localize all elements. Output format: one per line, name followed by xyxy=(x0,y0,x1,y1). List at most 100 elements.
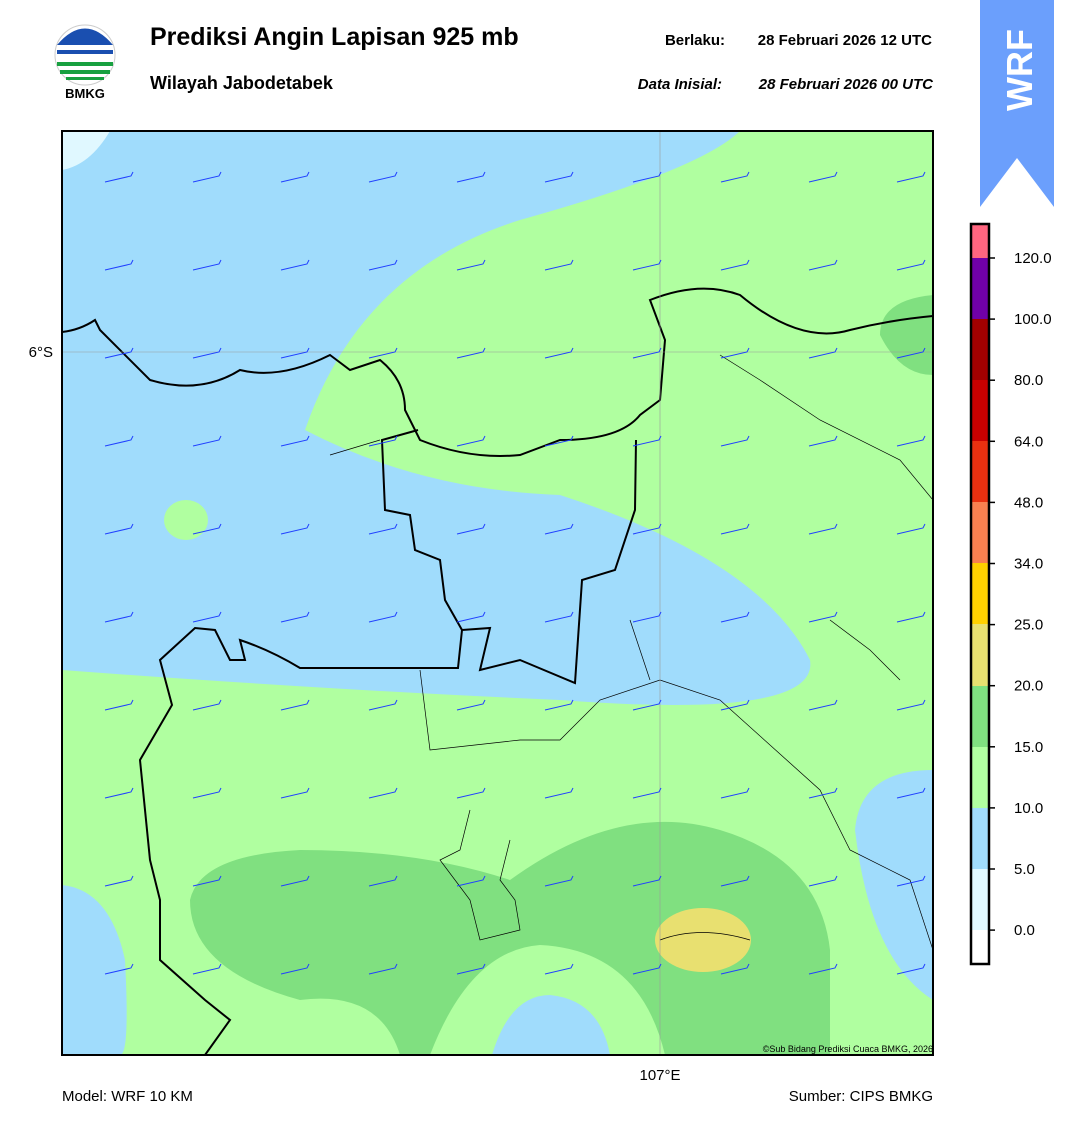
wind-barb xyxy=(808,523,838,535)
wind-barb xyxy=(368,787,398,799)
copyright: ©Sub Bidang Prediksi Cuaca BMKG, 2026 xyxy=(763,1044,933,1054)
wind-barb xyxy=(368,523,398,535)
wind-barb xyxy=(280,435,310,447)
wind-barb xyxy=(192,435,222,447)
colorbar-swatch xyxy=(971,224,989,258)
wind-barb xyxy=(544,347,574,359)
wind-barb xyxy=(456,875,486,887)
wind-barb xyxy=(456,171,486,183)
init-time: 28 Februari 2026 00 UTC xyxy=(758,76,934,93)
wind-barb xyxy=(544,611,574,623)
wind-barb xyxy=(368,435,398,447)
wind-barb xyxy=(632,963,662,975)
wind-barb xyxy=(896,875,926,887)
wind-barb xyxy=(192,611,222,623)
wind-barb xyxy=(720,963,750,975)
wind-barb xyxy=(368,259,398,271)
wind-barb xyxy=(808,171,838,183)
wind-barb xyxy=(368,347,398,359)
wind-barb xyxy=(808,347,838,359)
wind-barb xyxy=(632,347,662,359)
colorbar-swatch xyxy=(971,563,989,624)
wind-barb xyxy=(280,347,310,359)
wind-barb xyxy=(368,963,398,975)
colorbar-swatch xyxy=(971,869,989,930)
title: Prediksi Angin Lapisan 925 mb xyxy=(150,23,519,51)
model: Model: WRF 10 KM xyxy=(62,1088,193,1105)
wind-barb xyxy=(192,259,222,271)
logo: BMKG xyxy=(54,24,116,101)
wind-barb xyxy=(720,611,750,623)
colorbar-label: 48.0 xyxy=(1014,494,1043,511)
wind-barb xyxy=(280,259,310,271)
wind-barb xyxy=(544,963,574,975)
colorbar-label: 34.0 xyxy=(1014,556,1043,573)
wind-barb xyxy=(368,699,398,711)
map: ©Sub Bidang Prediksi Cuaca BMKG, 2026 xyxy=(62,131,933,1055)
badge xyxy=(980,0,1054,207)
wind-barb xyxy=(544,435,574,447)
wind-barb xyxy=(808,787,838,799)
colorbar-swatch xyxy=(971,686,989,747)
wind-barb xyxy=(896,611,926,623)
colorbar-label: 120.0 xyxy=(1014,250,1052,267)
wind-barb xyxy=(192,963,222,975)
wind-barb xyxy=(104,611,134,623)
colorbar-label: 64.0 xyxy=(1014,433,1043,450)
colorbar-swatch xyxy=(971,747,989,808)
wind-barb xyxy=(896,171,926,183)
valid-time: 28 Februari 2026 12 UTC xyxy=(758,32,932,49)
colorbar-label: 20.0 xyxy=(1014,678,1043,695)
wind-barb xyxy=(896,963,926,975)
colorbar-swatch xyxy=(971,930,989,964)
colorbar-swatch xyxy=(971,502,989,563)
wind-barb xyxy=(808,963,838,975)
wind-barb xyxy=(544,523,574,535)
wind-barb xyxy=(808,875,838,887)
wind-barb xyxy=(632,259,662,271)
wind-barb xyxy=(720,523,750,535)
wind-barb xyxy=(192,347,222,359)
wind-barb xyxy=(632,875,662,887)
wind-barb xyxy=(896,259,926,271)
wind-barb xyxy=(544,875,574,887)
wind-barb xyxy=(720,171,750,183)
wind-barb xyxy=(192,523,222,535)
colorbar-label: 80.0 xyxy=(1014,372,1043,389)
colorbar-swatch xyxy=(971,441,989,502)
wind-barb xyxy=(456,523,486,535)
wind-barb xyxy=(192,875,222,887)
wind-barb xyxy=(104,523,134,535)
wind-barb xyxy=(720,875,750,887)
wind-barb xyxy=(192,787,222,799)
lat-label: 6°S xyxy=(29,344,53,361)
colorbar-swatch xyxy=(971,624,989,686)
wind-barb xyxy=(720,347,750,359)
wind-barb xyxy=(720,435,750,447)
wind-barb xyxy=(632,435,662,447)
colorbar-label: 5.0 xyxy=(1014,861,1035,878)
wind-barb xyxy=(808,259,838,271)
wind-barb xyxy=(456,787,486,799)
wind-barb xyxy=(456,611,486,623)
logo-text: BMKG xyxy=(65,86,105,101)
wind-barb xyxy=(104,259,134,271)
source: Sumber: CIPS BMKG xyxy=(789,1088,933,1105)
wind-barb xyxy=(280,963,310,975)
wind-barb xyxy=(192,699,222,711)
valid-label: Berlaku: xyxy=(665,32,725,49)
colorbar-swatch xyxy=(971,380,989,441)
wind-barb xyxy=(456,259,486,271)
wind-barb xyxy=(808,611,838,623)
colorbar-label: 25.0 xyxy=(1014,617,1043,634)
colorbar-frame xyxy=(969,222,991,966)
wind-barb xyxy=(280,523,310,535)
wind-barb xyxy=(808,435,838,447)
wind-barb xyxy=(104,171,134,183)
colorbar-swatch xyxy=(971,319,989,380)
wind-barb xyxy=(280,171,310,183)
wind-barb xyxy=(896,523,926,535)
wind-barb xyxy=(456,963,486,975)
wind-barb xyxy=(632,171,662,183)
wind-barb xyxy=(368,611,398,623)
